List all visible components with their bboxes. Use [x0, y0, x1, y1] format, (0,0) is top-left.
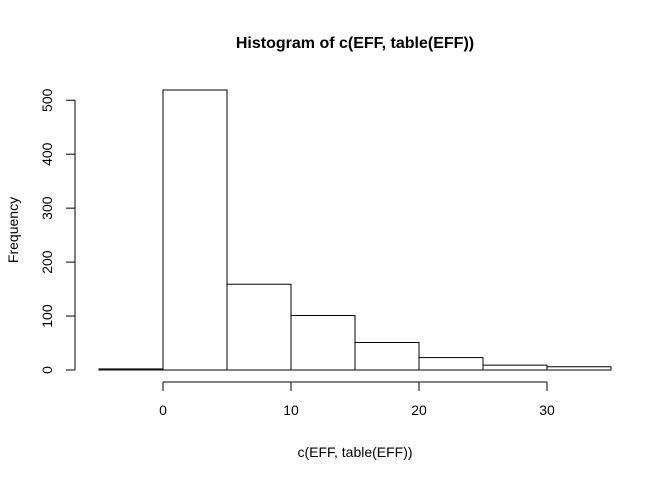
x-tick-label: 30 — [539, 402, 555, 418]
y-tick-label: 0 — [39, 366, 55, 374]
x-axis-title: c(EFF, table(EFF)) — [297, 444, 412, 460]
histogram-bar-5 — [418, 357, 484, 371]
histogram-bar-0 — [98, 368, 164, 371]
x-tick-label: 20 — [411, 402, 427, 418]
histogram-bar-6 — [482, 364, 548, 371]
chart-title: Histogram of c(EFF, table(EFF)) — [236, 35, 474, 52]
histogram-bars — [98, 89, 612, 371]
y-tick-label: 400 — [39, 142, 55, 166]
x-axis: 0 10 20 30 — [159, 381, 555, 418]
y-axis-title: Frequency — [5, 197, 21, 263]
y-axis: 0 100 200 300 400 500 — [39, 88, 76, 374]
histogram-bar-2 — [226, 283, 292, 371]
histogram-bar-4 — [354, 341, 420, 371]
x-tick-label: 0 — [159, 402, 167, 418]
histogram-bar-1 — [162, 89, 228, 371]
x-tick-label: 10 — [283, 402, 299, 418]
histogram-bar-7 — [546, 366, 612, 371]
histogram-bar-3 — [290, 315, 356, 371]
y-tick-label: 100 — [39, 304, 55, 328]
y-tick-label: 200 — [39, 250, 55, 274]
y-tick-label: 500 — [39, 88, 55, 112]
y-tick-label: 300 — [39, 196, 55, 220]
